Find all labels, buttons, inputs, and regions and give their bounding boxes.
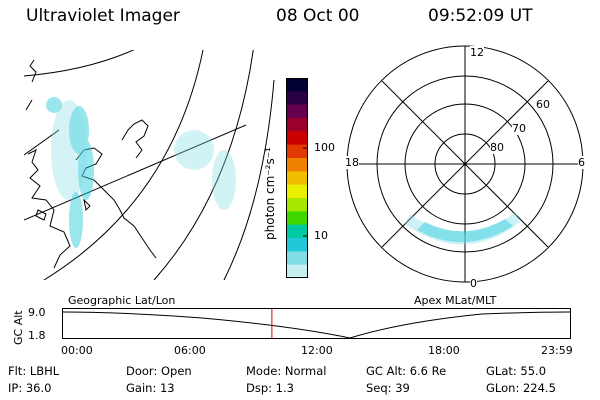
time-axis-tick: 00:00 xyxy=(61,344,93,357)
altitude-strip xyxy=(62,308,571,339)
colorbar-segment xyxy=(286,238,308,252)
status-gc-alt: GC Alt: 6.6 Re xyxy=(366,364,447,378)
time-label: 09:52:09 UT xyxy=(428,6,533,26)
colorbar-segment xyxy=(286,224,308,239)
alt-tick-high: 9.0 xyxy=(28,306,46,319)
mlt-label-0: 0 xyxy=(470,277,477,290)
time-axis-tick: 18:00 xyxy=(428,344,460,357)
app-title: Ultraviolet Imager xyxy=(26,6,180,26)
colorbar-unit-label: photon cm⁻²s⁻¹ xyxy=(263,147,277,240)
colorbar-segment xyxy=(286,104,308,119)
polar-caption: Apex MLat/MLT xyxy=(414,294,497,307)
time-axis-tick: 23:59 xyxy=(541,344,573,357)
status-glon: GLon: 224.5 xyxy=(486,381,556,395)
colorbar-segment xyxy=(286,211,308,226)
status-door: Door: Open xyxy=(126,364,192,378)
alt-tick-low: 1.8 xyxy=(28,329,46,342)
status-gain: Gain: 13 xyxy=(126,381,175,395)
colorbar xyxy=(286,78,308,279)
mlat-label-70: 70 xyxy=(512,122,526,135)
status-ip: IP: 36.0 xyxy=(8,381,52,395)
colorbar-segment xyxy=(286,118,308,132)
time-axis-tick: 12:00 xyxy=(301,344,333,357)
date-label: 08 Oct 00 xyxy=(276,6,360,26)
mlt-label-18: 18 xyxy=(345,156,359,169)
mlat-label-60: 60 xyxy=(536,98,550,111)
geographic-map xyxy=(24,50,275,280)
colorbar-segment xyxy=(286,158,308,172)
status-seq: Seq: 39 xyxy=(366,381,410,395)
status-glat: GLat: 55.0 xyxy=(486,364,547,378)
status-mode: Mode: Normal xyxy=(246,364,327,378)
polar-plot xyxy=(346,45,584,283)
colorbar-segment xyxy=(286,91,308,106)
auroral-oval xyxy=(417,219,513,243)
colorbar-tick-100: 100 xyxy=(314,141,335,154)
colorbar-tick-10: 10 xyxy=(314,229,328,242)
colorbar-segment xyxy=(286,78,308,92)
mlt-label-6: 6 xyxy=(578,156,585,169)
mlt-label-12: 12 xyxy=(470,46,484,59)
gc-alt-axis-label: GC Alt xyxy=(12,310,25,345)
time-axis-tick: 06:00 xyxy=(174,344,206,357)
status-dsp: Dsp: 1.3 xyxy=(246,381,294,395)
colorbar-segment xyxy=(286,251,308,266)
colorbar-segment xyxy=(286,264,308,279)
emission-speckle xyxy=(46,97,94,248)
mlat-label-80: 80 xyxy=(490,141,504,154)
colorbar-segment xyxy=(286,198,308,212)
status-flt: Flt: LBHL xyxy=(8,364,60,378)
colorbar-segment xyxy=(286,171,308,186)
geo-map-caption: Geographic Lat/Lon xyxy=(68,294,176,307)
colorbar-segment xyxy=(286,184,308,199)
colorbar-segment xyxy=(286,144,308,159)
colorbar-segment xyxy=(286,131,308,146)
